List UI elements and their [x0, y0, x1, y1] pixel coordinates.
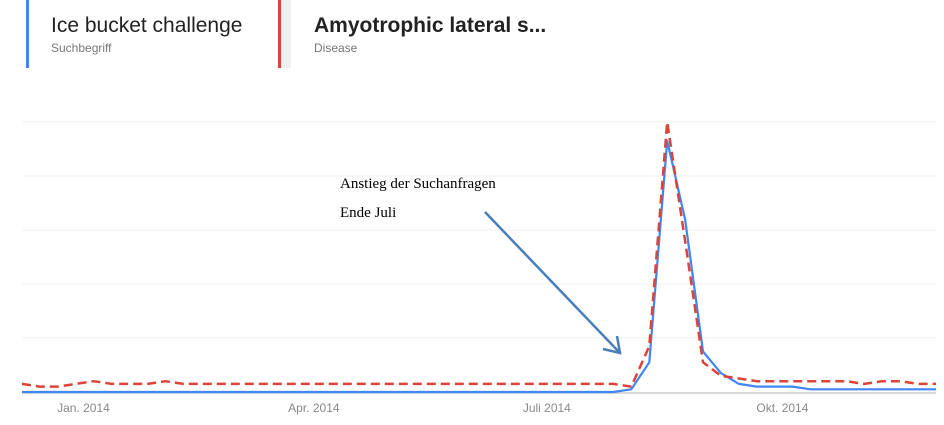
- annotation-line-2: Ende Juli: [340, 205, 397, 221]
- series-line-0: [22, 139, 936, 394]
- x-tick-label: Apr. 2014: [288, 401, 340, 415]
- term-name: Ice bucket challenge: [51, 14, 243, 37]
- annotation-line-1: Anstieg der Suchanfragen: [340, 176, 496, 192]
- term-name: Amyotrophic lateral s...: [314, 14, 547, 37]
- arrow-head-icon: [602, 335, 622, 355]
- term-type: Suchbegriff: [51, 41, 112, 55]
- annotation-arrow: [484, 211, 620, 353]
- term-type: Disease: [314, 41, 358, 55]
- term-card-als[interactable]: Amyotrophic lateral s... Disease: [278, 0, 581, 68]
- series-line-1: [21, 120, 936, 388]
- term-card-ice-bucket[interactable]: Ice bucket challenge Suchbegriff: [26, 0, 279, 68]
- x-tick-label: Juli 2014: [523, 401, 571, 415]
- x-tick-label: Okt. 2014: [756, 401, 808, 415]
- x-tick-label: Jan. 2014: [57, 401, 110, 415]
